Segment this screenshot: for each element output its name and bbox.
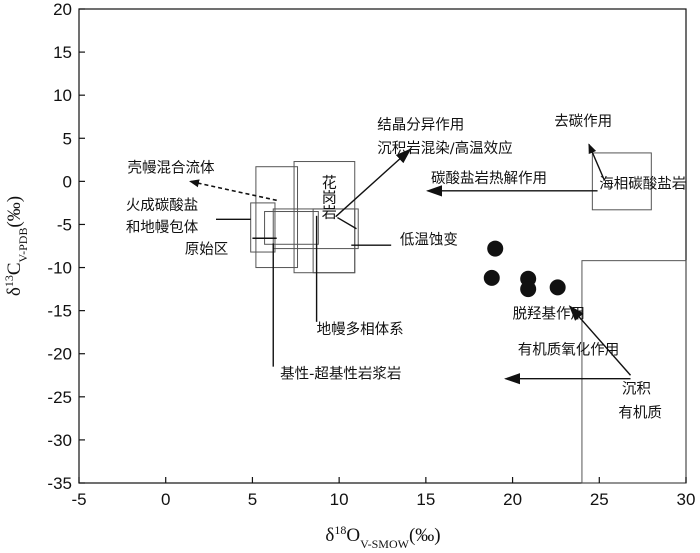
annotation-text-9: 低温蚀变 [400, 231, 458, 248]
y-axis-label: δ13CV-PDB(‰) [2, 196, 30, 296]
x-tick-label-0: -5 [71, 490, 86, 509]
y-label-sub: V-PDB [16, 228, 30, 263]
x-axis-label: δ18OV-SMOW(‰) [325, 523, 440, 551]
x-tick-label-3: 10 [330, 490, 349, 509]
annotation-text-1: 火成碳酸盐 [126, 197, 199, 214]
annotation-text-12: 脱羟基作用 [513, 305, 586, 322]
annotation-line-3 [337, 216, 357, 230]
y-tick-label-5: -10 [47, 259, 72, 278]
x-label-sub: V-SMOW [360, 537, 410, 551]
data-point-0 [487, 240, 504, 257]
annotation-text-13: 有机质氧化作用 [518, 342, 620, 359]
annotation-line-10 [568, 305, 632, 376]
region-box-5 [293, 161, 356, 274]
annotation-line-4 [335, 148, 412, 218]
region-box-7 [581, 260, 687, 484]
y-tick-label-1: -30 [47, 431, 72, 450]
y-tick-label-2: -25 [47, 388, 72, 407]
y-label-unit: (‰) [4, 196, 25, 228]
x-tick-label-1: 0 [161, 490, 170, 509]
y-label-sup: 13 [2, 275, 16, 287]
y-tick-label-9: 10 [53, 86, 72, 105]
annotation-text-5: 沉积岩混染/高温效应 [377, 139, 512, 157]
axis-ticks: -5 0 5 10 15 20 25 30 -35 -30 -25 -20 -15 -10 -5 0 5 10 15… [47, 0, 695, 509]
annotation-line-6 [588, 143, 606, 181]
data-point-1 [483, 269, 500, 286]
annotation-text-14: 沉积 [622, 380, 651, 397]
annotation-text-3: 原始区 [185, 241, 229, 258]
annotation-text-11: 基性-超基性岩浆岩 [280, 365, 401, 383]
x-tick-label-2: 5 [248, 490, 257, 509]
x-tick-label-4: 15 [416, 490, 435, 509]
x-label-sup: 18 [334, 523, 346, 537]
annotation-text-7: 去碳作用 [554, 113, 612, 130]
y-tick-label-6: -5 [57, 215, 72, 234]
annotation-lines [189, 143, 632, 385]
y-tick-label-8: 5 [63, 129, 72, 148]
y-tick-label-3: -20 [47, 345, 72, 364]
x-tick-label-6: 25 [590, 490, 609, 509]
x-label-unit: (‰) [409, 525, 441, 546]
annotation-text-0: 壳幔混合流体 [128, 160, 215, 177]
x-tick-label-7: 30 [677, 490, 696, 509]
x-tick-label-5: 20 [503, 490, 522, 509]
data-point-4 [549, 279, 566, 296]
annotation-text-15: 有机质 [618, 405, 662, 422]
annotation-text-8: 海相碳酸盐岩 [599, 175, 686, 192]
region-box-3 [272, 208, 359, 250]
annotation-text-2: 和地幔包体 [126, 219, 199, 236]
y-tick-label-0: -35 [47, 474, 72, 493]
region-box-2 [264, 211, 319, 245]
x-label-main: δ [325, 525, 334, 546]
y-tick-label-4: -15 [47, 302, 72, 321]
annotation-text-10: 地幔多相体系 [317, 321, 404, 338]
data-point-3 [520, 281, 537, 298]
data-points [483, 240, 566, 298]
x-label-sym: O [346, 525, 360, 546]
region-boxes [250, 152, 687, 484]
region-box-6 [591, 152, 652, 211]
region-box-0 [255, 166, 299, 269]
annotation-text-4: 结晶分异作用 [377, 117, 464, 134]
annotation-text-6: 碳酸盐岩热解作用 [431, 170, 547, 187]
annotation-line-0 [189, 179, 277, 202]
plot-frame [78, 8, 687, 484]
y-label-sym: C [4, 262, 25, 275]
y-tick-label-7: 0 [63, 172, 72, 191]
y-tick-label-10: 15 [53, 43, 72, 62]
y-label-main: δ [4, 287, 25, 296]
region-box-1 [250, 202, 276, 253]
y-tick-label-11: 20 [53, 0, 72, 19]
vertical-annotation-0: 花岗岩 [320, 174, 338, 219]
